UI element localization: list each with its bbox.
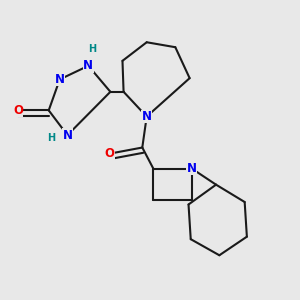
- Text: O: O: [13, 104, 23, 117]
- Text: N: N: [83, 59, 93, 72]
- Text: O: O: [104, 147, 114, 160]
- Text: H: H: [88, 44, 96, 53]
- Text: N: N: [142, 110, 152, 123]
- Text: N: N: [62, 129, 72, 142]
- Text: N: N: [187, 162, 197, 175]
- Text: H: H: [48, 133, 56, 143]
- Text: N: N: [55, 73, 65, 86]
